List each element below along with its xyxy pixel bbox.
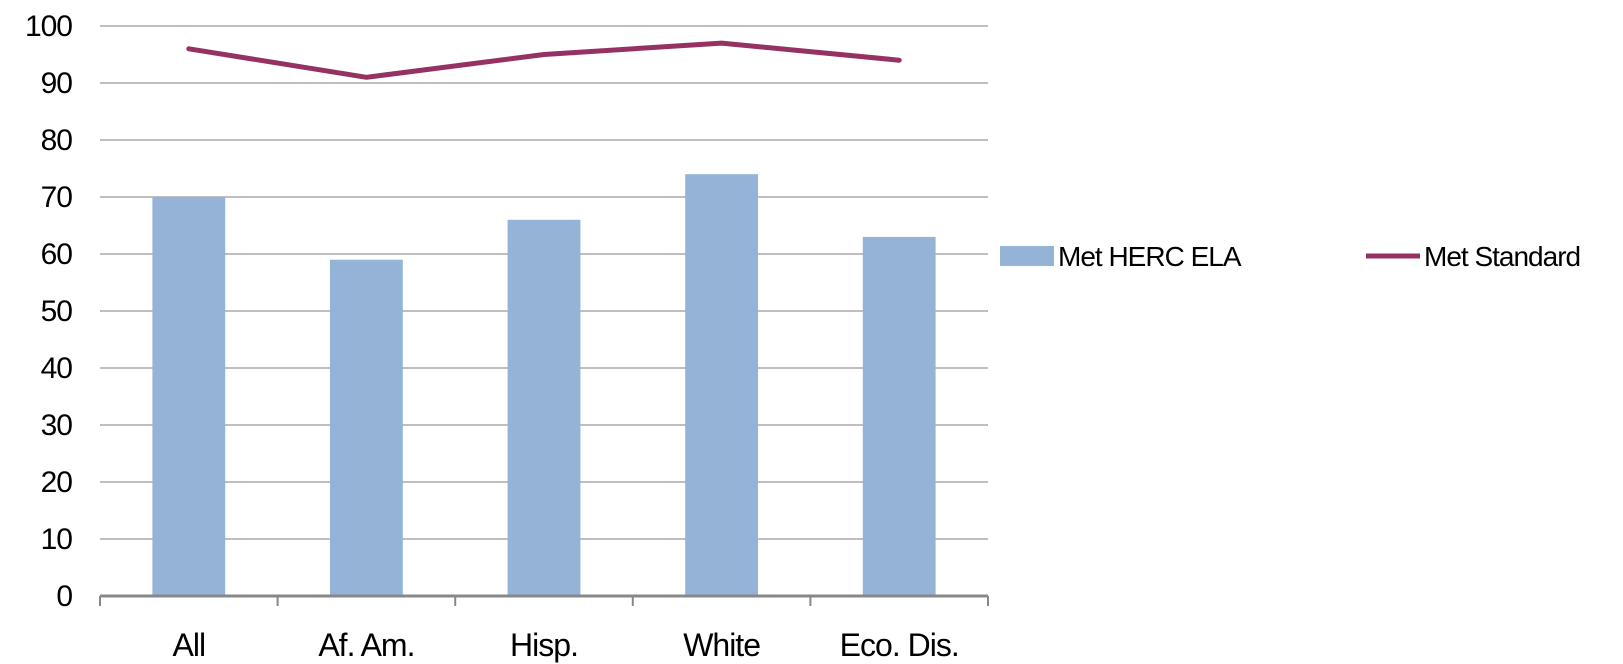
y-tick-label: 0 bbox=[56, 580, 72, 613]
x-category-label: White bbox=[683, 627, 760, 663]
line-series bbox=[186, 40, 902, 80]
y-tick-label: 60 bbox=[41, 238, 73, 271]
bar bbox=[685, 174, 759, 596]
x-axis-categories: All Af. Am. Hisp. White Eco. Dis. bbox=[173, 627, 960, 663]
y-tick-label: 80 bbox=[41, 124, 73, 157]
y-tick-label: 10 bbox=[41, 523, 73, 556]
y-tick-label: 30 bbox=[41, 409, 73, 442]
x-category-label: Hisp. bbox=[510, 627, 578, 663]
bar bbox=[862, 236, 936, 596]
legend-swatch-met-herc-ela bbox=[1000, 246, 1054, 266]
series-line-met-standard bbox=[186, 40, 902, 80]
y-axis-ticks: 0 10 20 30 40 50 60 70 80 90 100 bbox=[25, 10, 73, 613]
y-tick-label: 40 bbox=[41, 352, 73, 385]
y-tick-label: 90 bbox=[41, 67, 73, 100]
bar-series bbox=[152, 174, 936, 597]
bar bbox=[152, 197, 226, 596]
y-tick-label: 70 bbox=[41, 181, 73, 214]
legend-label-met-standard: Met Standard bbox=[1424, 241, 1580, 272]
y-tick-label: 50 bbox=[41, 295, 73, 328]
bar bbox=[507, 219, 581, 597]
axes bbox=[99, 594, 989, 606]
x-category-label: All bbox=[173, 627, 206, 663]
y-tick-label: 100 bbox=[25, 10, 72, 43]
legend: Met HERC ELA Met Standard bbox=[1000, 241, 1581, 272]
x-category-label: Af. Am. bbox=[318, 627, 414, 663]
bar bbox=[329, 259, 403, 596]
x-category-label: Eco. Dis. bbox=[840, 627, 959, 663]
legend-label-met-herc-ela: Met HERC ELA bbox=[1058, 241, 1242, 272]
y-tick-label: 20 bbox=[41, 466, 73, 499]
